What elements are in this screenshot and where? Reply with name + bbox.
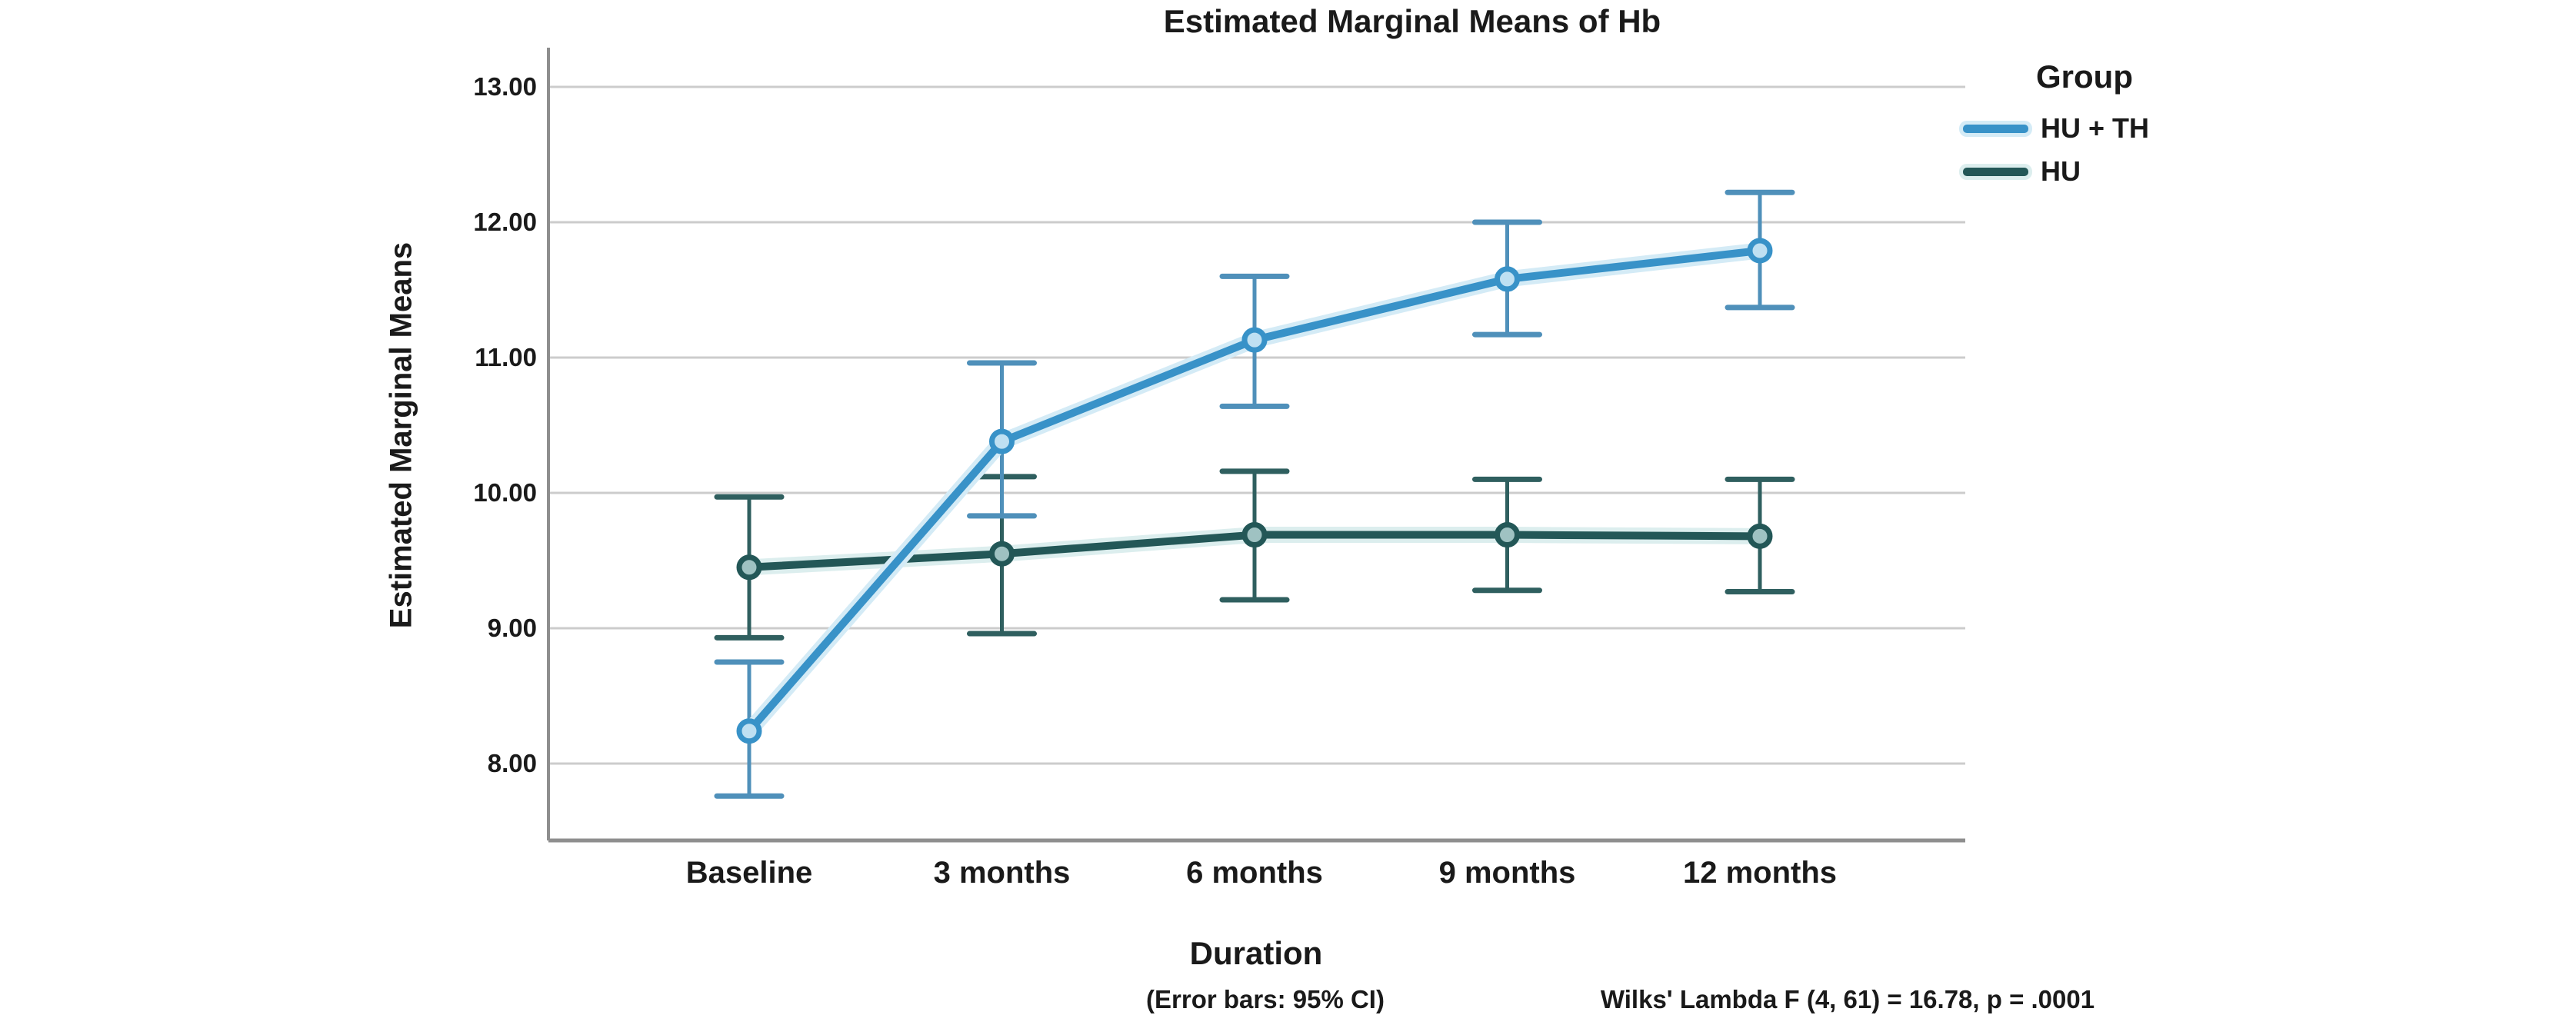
y-tick-label: 13.00 xyxy=(473,72,537,101)
data-point-marker xyxy=(1241,327,1268,353)
y-tick-label: 11.00 xyxy=(475,343,537,371)
data-point-marker xyxy=(736,718,762,744)
stats-note: Wilks' Lambda F (4, 61) = 16.78, p = .00… xyxy=(1600,985,2095,1013)
data-point-marker xyxy=(1747,523,1773,549)
legend-label-hu-th: HU + TH xyxy=(2041,112,2150,144)
data-point-marker xyxy=(736,554,762,581)
x-tick-label: 6 months xyxy=(1186,856,1323,890)
legend-title: Group xyxy=(2036,58,2133,95)
y-tick-label: 8.00 xyxy=(487,749,537,777)
legend-item-hu: HU xyxy=(1963,155,2215,188)
legend: Group HU + TH HU xyxy=(1954,58,2215,198)
x-tick-label: 3 months xyxy=(933,856,1071,890)
data-point-marker xyxy=(1495,522,1520,548)
data-point-marker xyxy=(1241,522,1268,548)
y-tick-label: 10.00 xyxy=(473,478,537,507)
data-point-marker xyxy=(989,541,1015,567)
series-hu+th xyxy=(714,189,1795,799)
y-tick-label: 9.00 xyxy=(487,614,537,642)
error-bars-note: (Error bars: 95% CI) xyxy=(1146,985,1385,1013)
series-hu xyxy=(714,468,1795,641)
legend-swatch-hu-th xyxy=(1963,124,2028,133)
x-tick-label: 9 months xyxy=(1438,856,1576,890)
y-tick-label: 12.00 xyxy=(473,208,537,236)
x-tick-label: 12 months xyxy=(1682,856,1838,890)
data-point-marker xyxy=(1495,266,1520,292)
legend-item-hu-th: HU + TH xyxy=(1963,112,2215,145)
x-tick-label: Baseline xyxy=(685,856,813,890)
chart-title: Estimated Marginal Means of Hb xyxy=(1163,3,1661,39)
x-axis-title: Duration xyxy=(1189,935,1323,971)
legend-label-hu: HU xyxy=(2041,155,2081,187)
data-point-marker xyxy=(1747,238,1773,264)
legend-swatch-hu xyxy=(1963,167,2028,176)
data-point-marker xyxy=(989,428,1015,454)
